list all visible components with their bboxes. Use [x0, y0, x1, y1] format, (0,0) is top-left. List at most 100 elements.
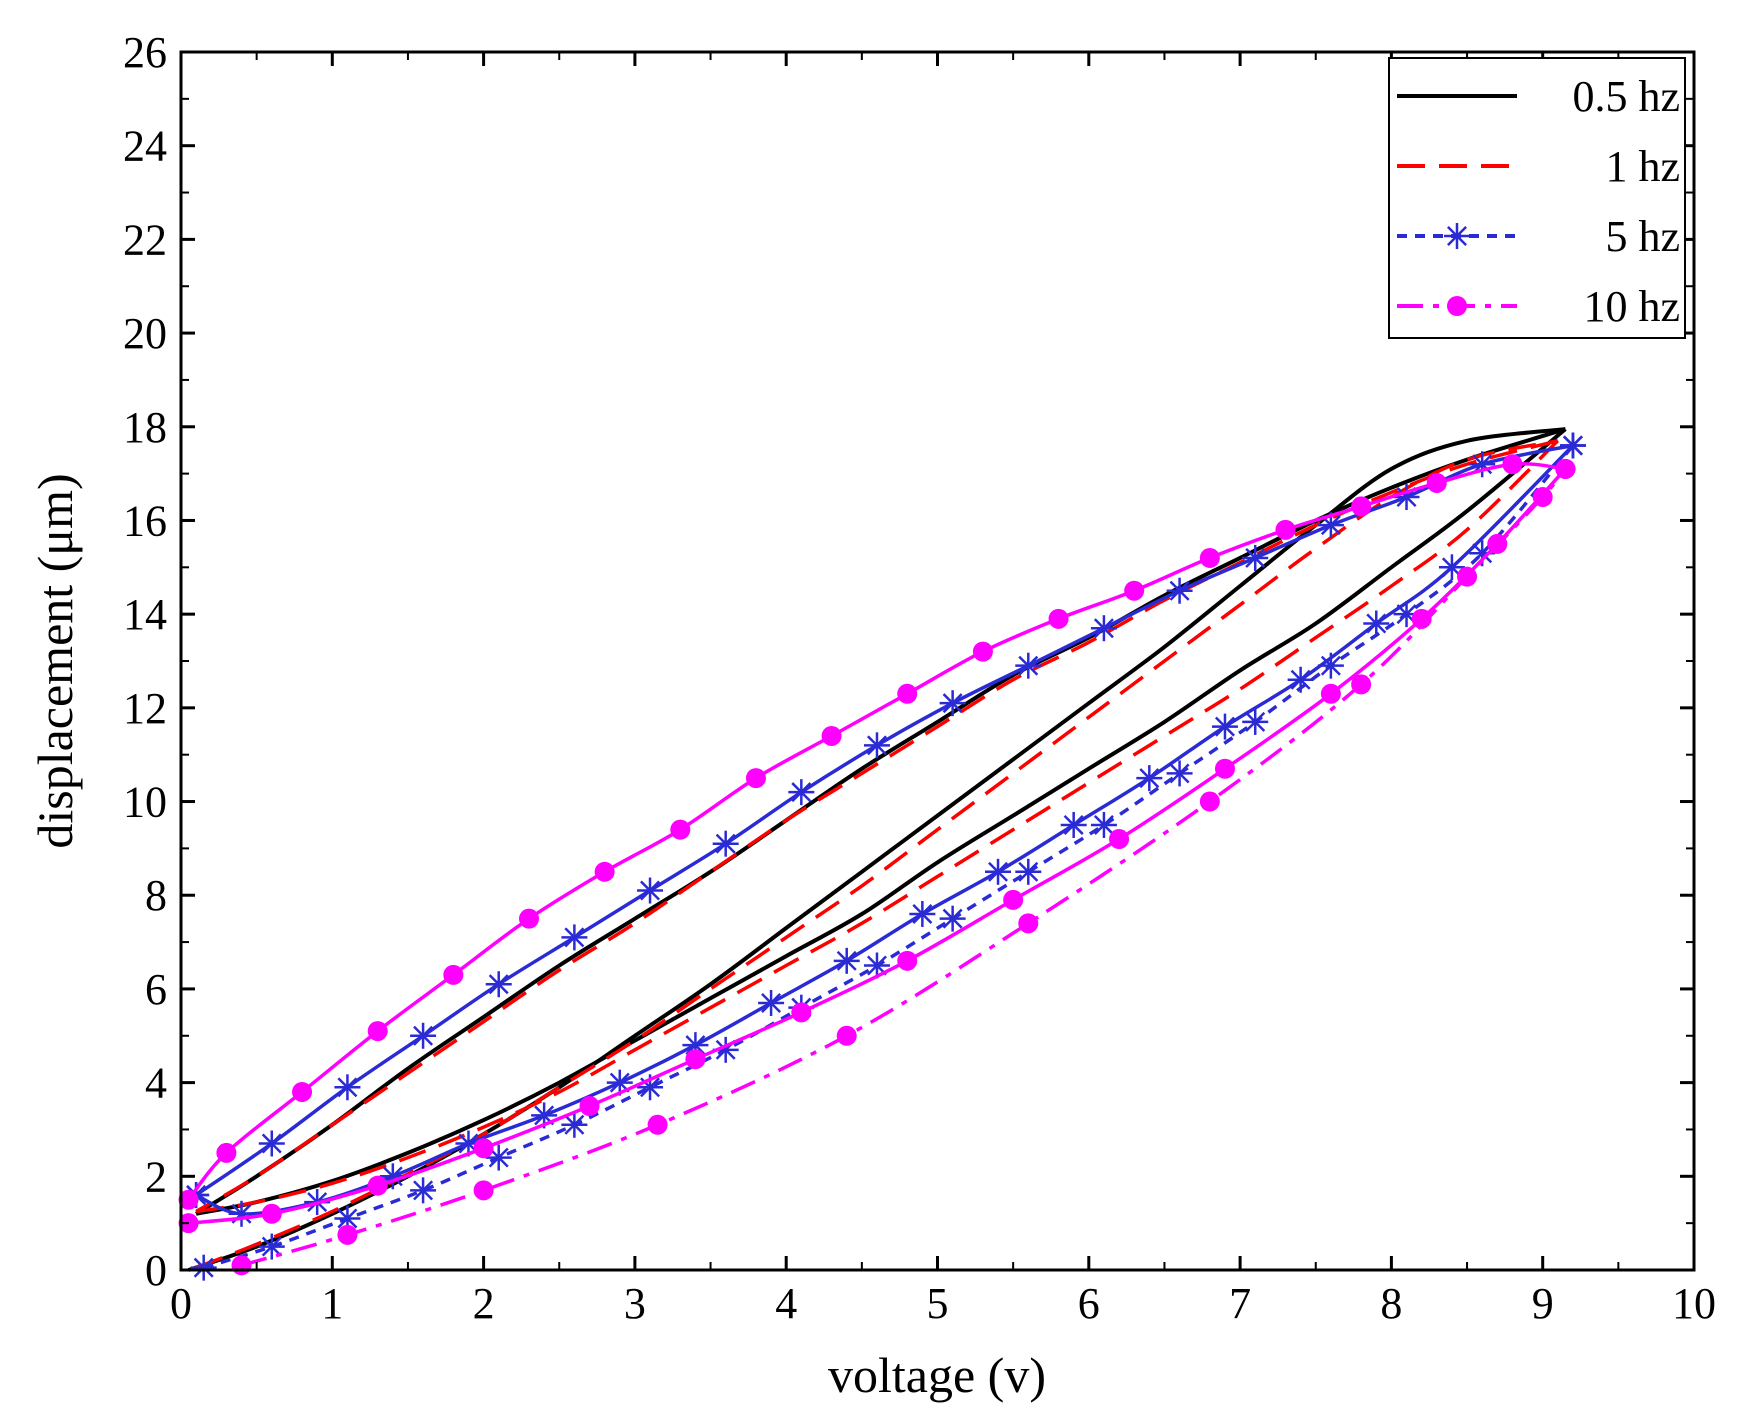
data-point [1015, 652, 1042, 679]
asterisk-stroke [1139, 768, 1160, 789]
asterisk-stroke [942, 693, 963, 714]
asterisk-stroke [836, 950, 857, 971]
data-point [1136, 765, 1163, 792]
data-point [1411, 608, 1432, 629]
data-point [261, 1203, 282, 1224]
asterisk-stroke [942, 908, 963, 929]
data-point [1320, 683, 1341, 704]
data-point [1555, 458, 1576, 479]
data-point [685, 1049, 706, 1070]
data-point [1242, 708, 1269, 735]
asterisk-stroke [193, 1257, 214, 1278]
data-point [1351, 674, 1372, 695]
legend-label: 5 hz [1605, 212, 1680, 261]
asterisk-stroke [1366, 613, 1387, 634]
series-line-return [195, 444, 1575, 1216]
data-point [1287, 666, 1314, 693]
data-point [1275, 519, 1296, 540]
data-point [410, 1177, 437, 1204]
series-line-return [195, 427, 1567, 1216]
asterisk-stroke [1396, 604, 1417, 625]
data-point [292, 1081, 313, 1102]
x-tick-label: 8 [1380, 1279, 1402, 1328]
x-tick-label: 4 [775, 1279, 797, 1328]
data-point [1351, 496, 1372, 517]
data-point [579, 1096, 600, 1117]
series-line-return [195, 439, 1560, 1214]
data-point [367, 1021, 388, 1042]
asterisk-stroke [1018, 861, 1039, 882]
legend-label: 1 hz [1605, 142, 1680, 191]
data-point [594, 861, 615, 882]
data-point [1502, 454, 1523, 475]
data-point [670, 819, 691, 840]
asterisk-stroke [791, 782, 812, 803]
x-tick-label: 3 [624, 1279, 646, 1328]
data-point [1090, 811, 1117, 838]
series-line-return [188, 467, 1567, 1225]
asterisk-stroke [413, 1025, 434, 1046]
y-tick-label: 0 [145, 1246, 167, 1295]
y-tick-label: 16 [123, 496, 167, 545]
y-tick-label: 4 [145, 1059, 167, 1108]
data-point [712, 830, 739, 857]
data-point [1363, 610, 1390, 637]
asterisk-stroke [1063, 814, 1084, 835]
data-point [334, 1074, 361, 1101]
data-point [473, 1180, 494, 1201]
asterisk-stroke [640, 1077, 661, 1098]
asterisk-stroke [1093, 618, 1114, 639]
data-point [745, 768, 766, 789]
asterisk-stroke [912, 903, 933, 924]
data-point [1060, 811, 1087, 838]
asterisk-stroke [609, 1072, 630, 1093]
data-point [1487, 533, 1508, 554]
data-point [1214, 758, 1235, 779]
y-tick-label: 26 [123, 28, 167, 77]
data-point [1018, 913, 1039, 934]
legend-marker [1447, 296, 1467, 316]
x-tick-label: 6 [1078, 1279, 1100, 1328]
asterisk-stroke [761, 992, 782, 1013]
legend-label: 0.5 hz [1572, 72, 1680, 121]
data-point [1211, 713, 1238, 740]
asterisk-stroke [564, 1114, 585, 1135]
data-point [258, 1233, 285, 1260]
asterisk-stroke [866, 955, 887, 976]
data-point [258, 1130, 285, 1157]
y-tick-label: 12 [123, 684, 167, 733]
series-line-falling [195, 439, 1559, 1213]
asterisk-stroke [1169, 580, 1190, 601]
data-point [647, 1114, 668, 1135]
asterisk-stroke [1562, 435, 1583, 456]
y-tick-label: 10 [123, 778, 167, 827]
data-point [788, 779, 815, 806]
data-point [1090, 615, 1117, 642]
data-point [1124, 580, 1145, 601]
legend-marker [1444, 223, 1470, 249]
data-point [1109, 829, 1130, 850]
legend: 0.5 hz 1 hz 5 hz 10 hz [1388, 57, 1686, 339]
asterisk-stroke [413, 1180, 434, 1201]
data-point [637, 877, 664, 904]
data-point [863, 732, 890, 759]
asterisk-stroke [1441, 557, 1462, 578]
series-10-hz [178, 454, 1576, 1276]
asterisk-stroke [685, 1035, 706, 1056]
data-point [833, 947, 860, 974]
x-tick-label: 7 [1229, 1279, 1251, 1328]
asterisk-stroke [337, 1077, 358, 1098]
data-point [897, 683, 918, 704]
data-point [758, 989, 785, 1016]
asterisk-stroke [261, 1133, 282, 1154]
legend-box [1388, 57, 1686, 339]
x-tick-label: 10 [1672, 1279, 1716, 1328]
data-point [821, 725, 842, 746]
data-point [216, 1142, 237, 1163]
data-point [443, 964, 464, 985]
data-point [178, 1189, 199, 1210]
data-point [1048, 608, 1069, 629]
asterisk-stroke [337, 1208, 358, 1229]
